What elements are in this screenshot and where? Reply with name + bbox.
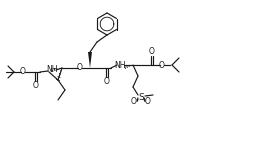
Text: O: O <box>149 48 155 56</box>
Text: O: O <box>159 60 165 70</box>
Text: O: O <box>33 80 39 90</box>
Text: NH: NH <box>114 60 126 70</box>
Polygon shape <box>88 52 92 68</box>
Text: O: O <box>20 68 26 76</box>
Text: O: O <box>77 64 83 72</box>
Text: O: O <box>145 96 151 106</box>
Text: O: O <box>104 76 110 86</box>
Text: O: O <box>131 96 137 106</box>
Text: S: S <box>138 92 144 102</box>
Text: NH: NH <box>46 65 58 73</box>
